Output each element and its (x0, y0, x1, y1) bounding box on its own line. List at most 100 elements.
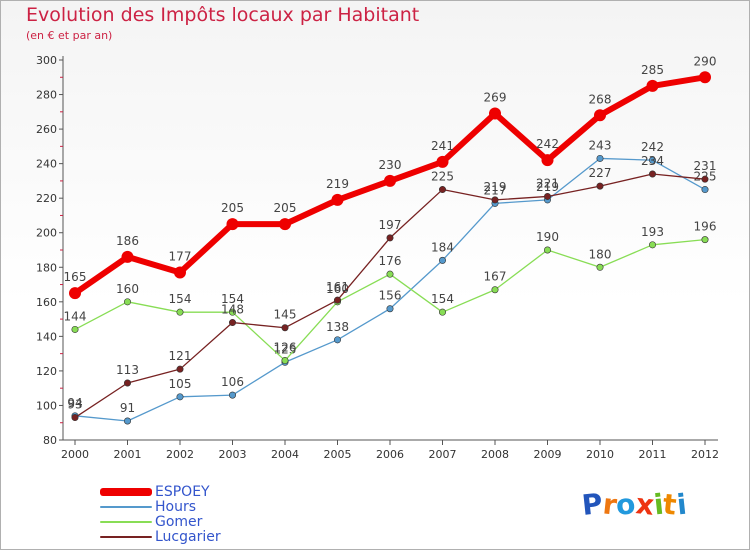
data-point-espoey (699, 71, 711, 84)
data-point-gomer (71, 325, 79, 333)
data-point-espoey (646, 79, 659, 92)
y-tick-label: 100 (36, 399, 57, 412)
data-label-gomer: 196 (694, 220, 717, 234)
data-label-gomer: 193 (641, 225, 664, 239)
y-tick-label: 140 (36, 330, 57, 343)
legend-item-lucgarier: Lucgarier (100, 528, 221, 545)
legend-label: Lucgarier (155, 528, 221, 545)
data-point-gomer (596, 263, 604, 271)
data-point-lucgarier (124, 379, 132, 387)
y-tick-label: 160 (36, 296, 57, 309)
x-tick-label: 2000 (61, 448, 89, 461)
data-point-hours (386, 305, 394, 313)
data-label-hours: 125 (274, 342, 297, 356)
data-point-lucgarier (648, 170, 656, 178)
y-tick-label: 200 (36, 227, 57, 240)
x-tick-label: 2005 (324, 448, 352, 461)
y-tick-label: 180 (36, 261, 57, 274)
data-point-espoey (279, 218, 291, 231)
x-tick-label: 2012 (691, 448, 719, 461)
data-point-gomer (491, 286, 499, 294)
data-point-gomer (543, 246, 551, 254)
data-label-gomer: 154 (221, 292, 244, 306)
data-point-espoey (541, 154, 554, 167)
data-label-lucgarier: 121 (169, 349, 192, 363)
data-point-gomer (648, 241, 656, 249)
y-tick-label: 260 (36, 123, 57, 136)
data-label-gomer: 154 (169, 292, 192, 306)
data-label-lucgarier: 221 (536, 176, 559, 190)
data-label-espoey: 186 (116, 234, 139, 248)
data-label-espoey: 285 (641, 63, 664, 77)
data-label-hours: 106 (221, 375, 244, 389)
data-label-gomer: 176 (379, 254, 402, 268)
data-label-lucgarier: 148 (221, 303, 244, 317)
data-point-lucgarier (176, 365, 184, 373)
data-label-lucgarier: 231 (694, 159, 717, 173)
legend-swatch (100, 505, 152, 508)
data-point-lucgarier (333, 296, 341, 304)
legend-label: Gomer (155, 513, 203, 530)
data-point-espoey (226, 218, 239, 231)
x-tick-label: 2007 (429, 448, 457, 461)
data-point-hours (176, 393, 184, 401)
data-point-lucgarier (701, 175, 709, 183)
data-point-espoey (436, 155, 449, 168)
data-point-lucgarier (386, 234, 394, 242)
y-tick-label: 120 (36, 365, 57, 378)
data-point-espoey (594, 109, 606, 122)
data-point-gomer (281, 357, 289, 365)
proxiti-logo: Proxiti (580, 487, 688, 522)
x-tick-label: 2001 (114, 448, 142, 461)
data-label-espoey: 269 (484, 91, 507, 105)
data-label-espoey: 268 (589, 92, 612, 106)
y-tick-label: 220 (36, 192, 57, 205)
data-label-espoey: 205 (274, 201, 297, 215)
data-point-gomer (701, 236, 709, 244)
data-point-gomer (176, 308, 184, 316)
data-point-hours (701, 186, 709, 194)
data-label-hours: 138 (326, 320, 349, 334)
data-label-espoey: 242 (536, 137, 559, 151)
y-tick-label: 300 (36, 54, 57, 67)
data-point-lucgarier (491, 196, 499, 204)
data-label-hours: 105 (169, 377, 192, 391)
data-label-lucgarier: 145 (274, 308, 297, 322)
data-label-espoey: 177 (169, 249, 192, 263)
data-point-gomer (386, 270, 394, 278)
x-tick-label: 2004 (271, 448, 299, 461)
chart-title: Evolution des Impôts locaux par Habitant (26, 4, 420, 26)
data-label-espoey: 290 (694, 54, 717, 68)
data-label-espoey: 219 (326, 177, 349, 191)
legend-item-hours: Hours (100, 498, 197, 515)
data-label-gomer: 126 (274, 341, 297, 355)
data-point-gomer (438, 308, 446, 316)
data-point-espoey (489, 107, 501, 120)
data-label-hours: 217 (484, 183, 507, 197)
data-point-espoey (121, 250, 134, 263)
legend-swatch (100, 487, 152, 496)
data-label-espoey: 165 (64, 270, 87, 284)
data-point-hours (648, 156, 656, 164)
data-label-lucgarier: 219 (484, 180, 507, 194)
data-point-lucgarier (543, 192, 551, 200)
data-label-lucgarier: 227 (589, 166, 612, 180)
legend-label: Hours (155, 498, 197, 515)
data-label-hours: 184 (431, 240, 454, 254)
data-point-gomer (229, 308, 237, 316)
data-point-espoey (331, 193, 344, 206)
data-label-gomer: 190 (536, 230, 559, 244)
x-tick-label: 2008 (481, 448, 509, 461)
x-tick-label: 2002 (166, 448, 194, 461)
data-label-lucgarier: 93 (67, 398, 82, 412)
data-label-espoey: 205 (221, 201, 244, 215)
data-point-lucgarier (281, 324, 289, 332)
data-point-espoey (174, 266, 186, 279)
legend-item-espoey: ESPOEY (100, 484, 210, 500)
x-tick-label: 2010 (586, 448, 614, 461)
data-label-lucgarier: 225 (431, 170, 454, 184)
data-point-lucgarier (229, 319, 237, 327)
data-label-lucgarier: 234 (641, 154, 664, 168)
